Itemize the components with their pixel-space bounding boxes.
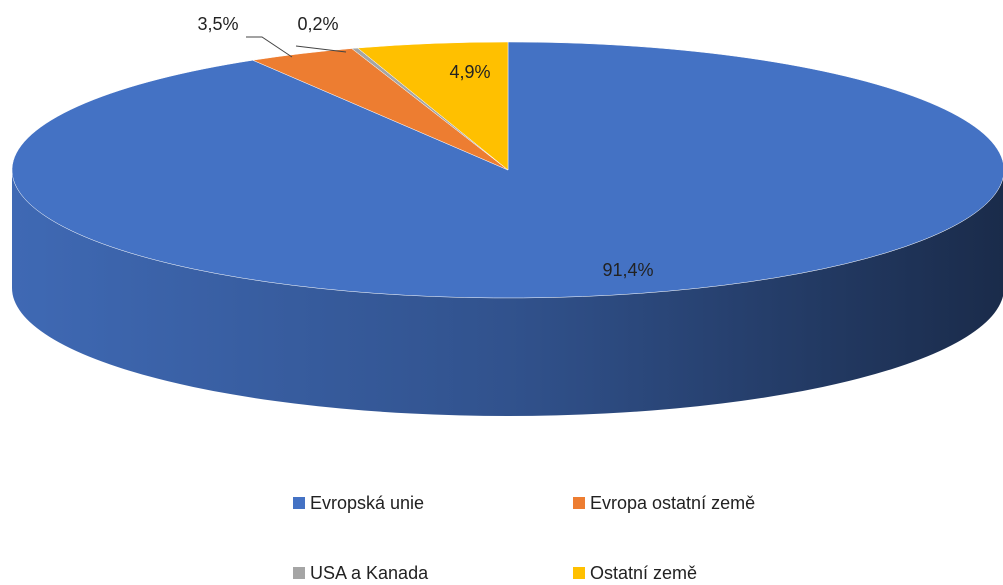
legend-label: Ostatní země: [590, 563, 697, 583]
data-label: 0,2%: [297, 14, 338, 34]
pie-side: [12, 170, 1003, 416]
legend-swatch: [293, 567, 305, 579]
data-label: 3,5%: [197, 14, 238, 34]
legend-label: Evropa ostatní země: [590, 493, 755, 513]
data-label: 91,4%: [602, 260, 653, 280]
leader-line: [246, 36, 293, 58]
data-label: 4,9%: [449, 62, 490, 82]
pie-slice: [357, 41, 509, 171]
legend-label: Evropská unie: [310, 493, 424, 513]
legend-label: USA a Kanada: [310, 563, 429, 583]
legend-swatch: [293, 497, 305, 509]
leader-line: [295, 45, 347, 53]
legend-swatch: [573, 497, 585, 509]
legend-swatch: [573, 567, 585, 579]
